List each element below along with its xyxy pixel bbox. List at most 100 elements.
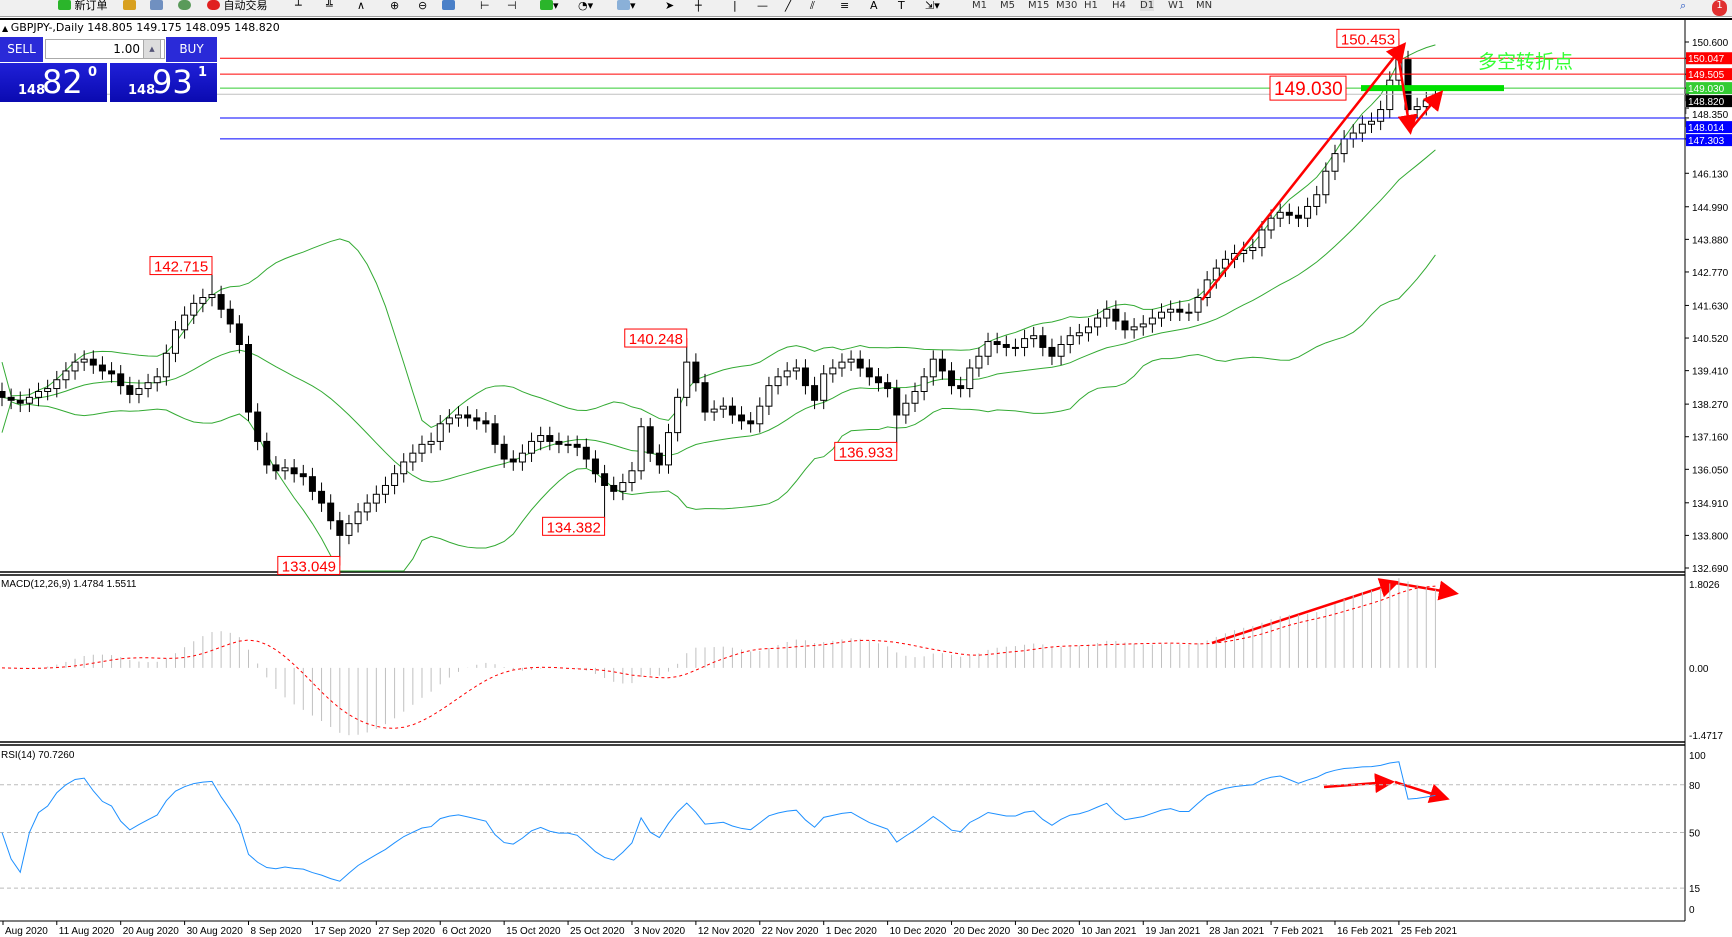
- auto-trading-button[interactable]: 自动交易: [207, 0, 268, 16]
- candle: [308, 467, 316, 501]
- notification-badge[interactable]: 1: [1712, 0, 1727, 16]
- cursor-icon[interactable]: ➤: [665, 0, 675, 12]
- candle-body: [226, 308, 234, 325]
- candle-body: [655, 452, 663, 466]
- horizontal-line-icon[interactable]: —: [757, 0, 768, 12]
- candle: [1258, 221, 1266, 257]
- candle: [25, 388, 33, 413]
- signals-icon[interactable]: [178, 0, 191, 16]
- candle-body: [1011, 346, 1019, 349]
- candle: [738, 406, 746, 430]
- candle: [1322, 162, 1330, 204]
- candle-body: [637, 426, 645, 472]
- candle: [208, 273, 216, 307]
- market-watch-icon[interactable]: [123, 0, 136, 16]
- level-label-bg: [1686, 95, 1732, 108]
- trend-arrow: [1323, 773, 1395, 794]
- timeframe-h1[interactable]: H1: [1084, 0, 1098, 11]
- auto-scroll-icon[interactable]: ⊢: [480, 0, 490, 12]
- candle-body: [628, 470, 636, 484]
- crosshair-icon[interactable]: ┼: [695, 0, 702, 12]
- candle: [619, 473, 627, 501]
- candle-body: [1258, 229, 1266, 249]
- indicators-icon[interactable]: ▾: [540, 0, 559, 16]
- candle-body: [409, 452, 417, 463]
- candle-body: [35, 390, 43, 398]
- candle-body: [162, 352, 170, 378]
- candle-body: [500, 443, 508, 460]
- candle: [911, 382, 919, 413]
- candle-body: [1422, 100, 1430, 108]
- buy-button[interactable]: BUY: [166, 37, 217, 62]
- candle-body: [263, 440, 271, 466]
- candle: [920, 367, 928, 401]
- candle: [701, 373, 709, 421]
- tile-windows-icon[interactable]: [442, 0, 455, 16]
- candle: [372, 485, 380, 512]
- candle-body: [1021, 338, 1029, 348]
- candle-body: [1030, 335, 1038, 340]
- buy-price-fraction: 1: [198, 65, 208, 80]
- lot-increase-button[interactable]: ▲: [143, 39, 161, 59]
- lot-size-input[interactable]: 1.00: [45, 39, 165, 59]
- trend-arrow: [1211, 578, 1400, 645]
- fibonacci-icon[interactable]: ≡: [840, 0, 850, 12]
- zoom-in-icon[interactable]: ⊕: [390, 0, 400, 12]
- candle-chart-icon[interactable]: ╩: [326, 0, 333, 12]
- candle: [1185, 303, 1193, 322]
- candle: [1094, 309, 1102, 336]
- timeframe-m15[interactable]: M15: [1028, 0, 1050, 11]
- timeframe-m1[interactable]: M1: [972, 0, 987, 11]
- candle-body: [363, 502, 371, 513]
- templates-icon[interactable]: ▾: [617, 0, 636, 16]
- candle-body: [518, 452, 526, 463]
- sell-price[interactable]: 148 82 0: [0, 63, 107, 102]
- text-label-icon[interactable]: T: [898, 0, 905, 12]
- candle: [1304, 197, 1312, 228]
- candle: [427, 432, 435, 454]
- arrows-icon[interactable]: ⇲▾: [925, 0, 940, 12]
- date-tick-label: 1 Dec 2020: [826, 926, 878, 937]
- date-tick-label: 22 Nov 2020: [762, 926, 819, 937]
- candle-body: [838, 361, 846, 369]
- timeframe-w1[interactable]: W1: [1168, 0, 1185, 11]
- collapse-arrow-icon[interactable]: ▲: [2, 24, 11, 33]
- candle-body: [555, 440, 563, 445]
- bar-chart-icon[interactable]: ┴: [295, 0, 302, 12]
- chart-header: ▲ GBPJPY-,Daily 148.805 149.175 148.095 …: [2, 21, 280, 34]
- vertical-line-icon[interactable]: |: [733, 0, 737, 12]
- line-chart-icon[interactable]: ∧: [357, 0, 366, 12]
- candle-body: [391, 473, 399, 486]
- sell-button[interactable]: SELL: [0, 37, 43, 62]
- timeframe-mn[interactable]: MN: [1196, 0, 1213, 11]
- buy-price[interactable]: 148 93 1: [110, 63, 217, 102]
- chart-shift-icon[interactable]: ⊣: [507, 0, 517, 12]
- timeframe-m5[interactable]: M5: [1000, 0, 1015, 11]
- candle: [811, 376, 819, 410]
- trendline-icon[interactable]: ╱: [785, 0, 792, 12]
- price-tick-label: 144.990: [1692, 203, 1729, 214]
- timeframe-h4[interactable]: H4: [1112, 0, 1126, 11]
- candle-body: [1368, 120, 1375, 125]
- candle: [801, 359, 809, 395]
- candle-body: [957, 385, 965, 390]
- candle: [71, 353, 79, 380]
- candle-body: [546, 435, 554, 442]
- candle-body: [117, 373, 125, 387]
- timeframe-d1[interactable]: D1: [1140, 0, 1155, 11]
- candle-body: [1002, 344, 1010, 348]
- navigator-icon[interactable]: [150, 0, 163, 16]
- date-tick-label: 12 Nov 2020: [698, 926, 755, 937]
- candle-body: [62, 370, 70, 381]
- equidistant-channel-icon[interactable]: ⫽: [810, 0, 815, 12]
- timeframe-m30[interactable]: M30: [1056, 0, 1078, 11]
- zoom-out-icon[interactable]: ⊖: [418, 0, 428, 12]
- level-label-bg: [1686, 68, 1732, 81]
- new-order-button[interactable]: 新订单: [58, 0, 108, 16]
- candle: [464, 406, 472, 427]
- text-icon[interactable]: A: [870, 0, 878, 12]
- search-icon[interactable]: ⌕: [1680, 0, 1687, 12]
- periods-icon[interactable]: ◔▾: [578, 0, 594, 12]
- candle: [62, 362, 70, 389]
